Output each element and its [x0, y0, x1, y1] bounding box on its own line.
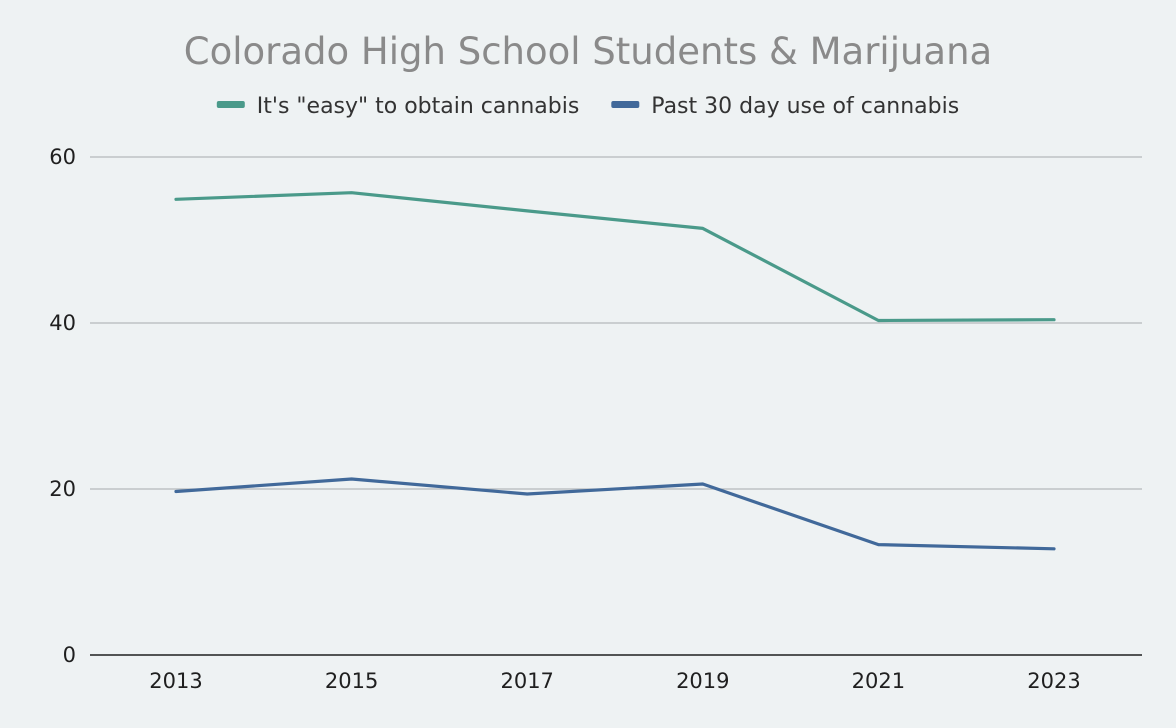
y-tick-label: 20: [49, 477, 76, 501]
legend-label: Past 30 day use of cannabis: [651, 94, 959, 119]
chart-title: Colorado High School Students & Marijuan…: [184, 30, 992, 73]
legend-swatch: [216, 101, 245, 108]
x-tick-label: 2015: [325, 669, 378, 693]
x-tick-label: 2021: [852, 669, 905, 693]
legend-item-1: It's "easy" to obtain cannabis: [216, 94, 580, 119]
legend-swatch: [611, 101, 640, 108]
legend-label: It's "easy" to obtain cannabis: [257, 94, 580, 119]
series-line-2: [174, 477, 1056, 551]
x-tick-label: 2013: [149, 669, 202, 693]
series-lines: [174, 191, 1056, 551]
y-tick-label: 60: [49, 145, 76, 169]
y-axis: 0 20 40 60: [49, 145, 76, 667]
x-axis: 2013 2015 2017 2019 2021 2023: [90, 654, 1142, 693]
x-tick-label: 2017: [500, 669, 553, 693]
gridlines: [90, 156, 1142, 490]
legend: It's "easy" to obtain cannabis Past 30 da…: [216, 94, 959, 119]
x-tick-label: 2023: [1027, 669, 1080, 693]
x-tick-label: 2019: [676, 669, 729, 693]
legend-item-2: Past 30 day use of cannabis: [611, 94, 959, 119]
series-line-1: [174, 191, 1056, 323]
y-tick-label: 40: [49, 311, 76, 335]
y-tick-label: 0: [63, 643, 76, 667]
